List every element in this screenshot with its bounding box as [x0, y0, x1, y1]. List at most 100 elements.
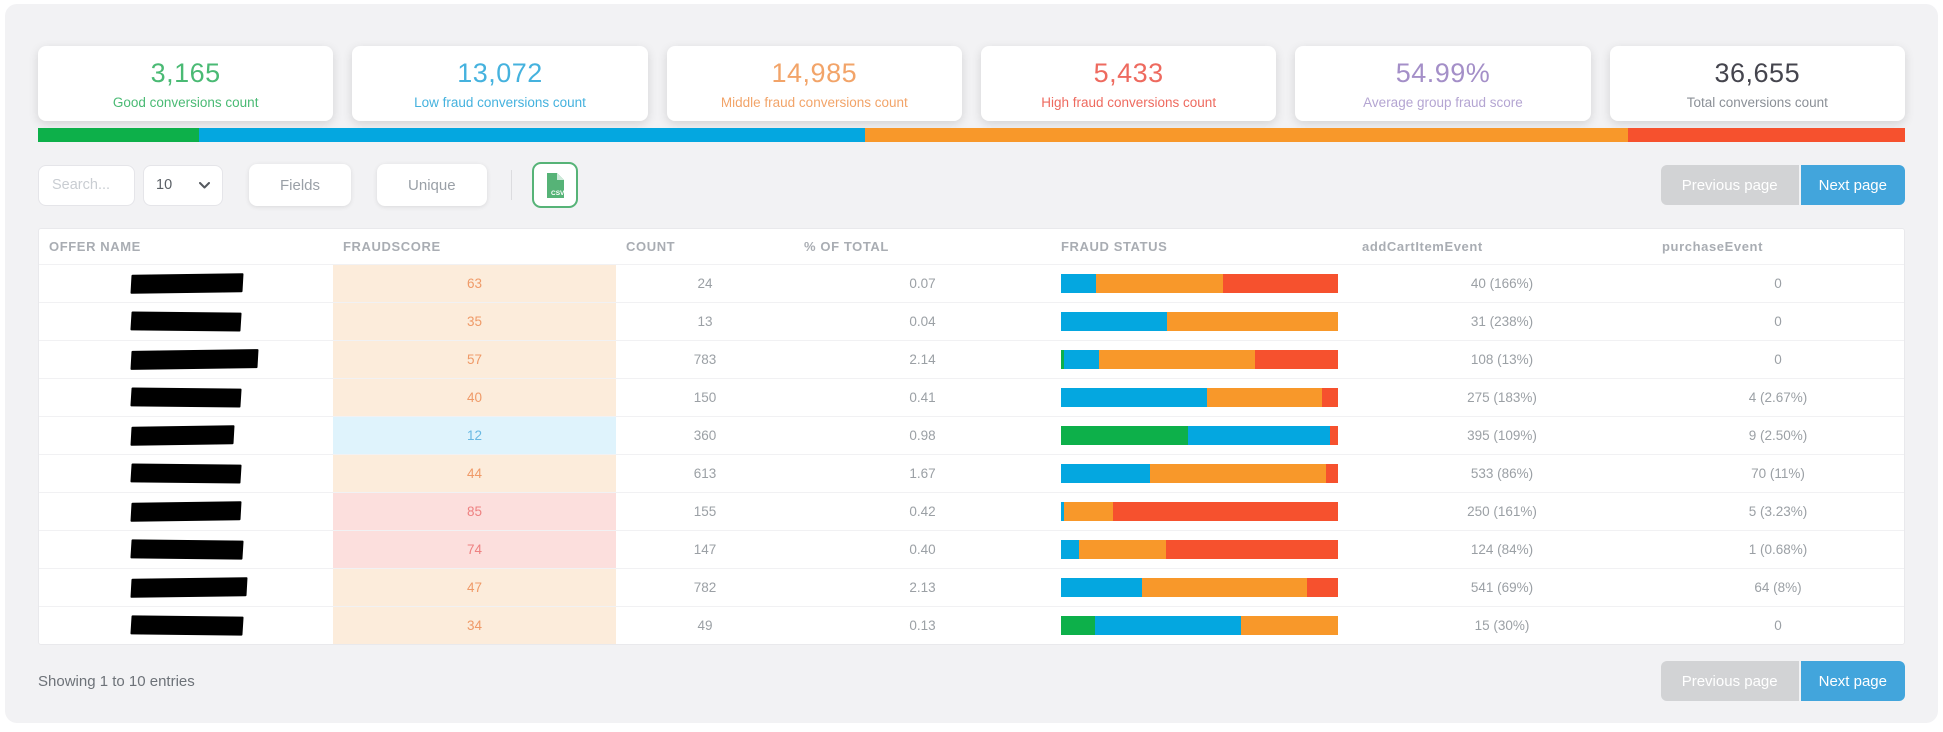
csv-file-icon: CSV — [543, 172, 566, 199]
fraud-status-cell — [1051, 530, 1352, 568]
offer-name-cell — [39, 530, 333, 568]
fraud-status-bar — [1061, 273, 1338, 293]
status-segment-blue — [1064, 349, 1099, 369]
table-header-row: OFFER NAME FRAUDSCORE COUNT % OF TOTAL FRAUD… — [39, 229, 1904, 264]
pct-of-total-cell: 2.14 — [909, 351, 936, 367]
status-segment-blue — [1061, 273, 1096, 293]
stat-card-label: Middle fraud conversions count — [720, 94, 908, 110]
fraud-status-bar — [1061, 425, 1338, 445]
fraud-status-bar — [1061, 349, 1338, 369]
status-segment-green — [1061, 615, 1096, 635]
stat-cards-row: 3,165 Good conversions count 13,072 Low … — [38, 4, 1905, 121]
count-cell: 360 — [693, 427, 717, 443]
count-cell: 613 — [693, 465, 717, 481]
purchase-event-cell: 0 — [1774, 617, 1782, 633]
unique-button[interactable]: Unique — [377, 164, 487, 206]
column-header-4[interactable]: % OF TOTAL — [804, 238, 889, 254]
fraud-status-cell — [1051, 606, 1352, 644]
next-page-button[interactable]: Next page — [1800, 165, 1905, 205]
table-footer: Showing 1 to 10 entries Previous page Ne… — [38, 661, 1905, 701]
pct-of-total-cell: 0.42 — [909, 503, 936, 519]
offer-name-redaction — [130, 462, 242, 484]
stat-card-label: High fraud conversions count — [1041, 94, 1217, 110]
pct-of-total-cell: 0.04 — [909, 313, 936, 329]
table-row[interactable]: 63 24 0.07 40 (166%) 0 — [39, 264, 1904, 302]
status-segment-blue — [1061, 311, 1168, 331]
fraud-status-cell — [1051, 568, 1352, 606]
purchase-event-cell: 0 — [1774, 351, 1782, 367]
purchase-event-cell: 0 — [1774, 275, 1782, 291]
fraudscore-cell: 85 — [333, 492, 616, 530]
status-segment-blue — [1061, 463, 1151, 483]
page-size-select[interactable]: 10 — [143, 164, 223, 206]
fraudscore-value: 57 — [466, 351, 483, 367]
toolbar-divider — [510, 170, 512, 200]
status-segment-orange — [1150, 463, 1327, 483]
csv-export-button[interactable]: CSV — [531, 162, 578, 208]
column-header-3[interactable]: COUNT — [626, 238, 676, 254]
fraudscore-value: 12 — [466, 427, 483, 443]
column-header-2[interactable]: FRAUDSCORE — [343, 238, 441, 254]
pct-of-total-cell: 0.07 — [909, 275, 936, 291]
offer-name-redaction — [130, 500, 242, 522]
table-row[interactable]: 74 147 0.40 124 (84%) 1 (0.68%) — [39, 530, 1904, 568]
addcart-event-cell: 275 (183%) — [1467, 389, 1537, 405]
fraudscore-value: 40 — [466, 389, 483, 405]
status-segment-red — [1329, 425, 1338, 445]
fraud-status-cell — [1051, 454, 1352, 492]
status-segment-blue — [1061, 539, 1079, 559]
table-row[interactable]: 34 49 0.13 15 (30%) 0 — [39, 606, 1904, 644]
table-row[interactable]: 57 783 2.14 108 (13%) 0 — [39, 340, 1904, 378]
column-header-6[interactable]: addCartItemEvent — [1362, 238, 1483, 254]
stat-card-label: Average group fraud score — [1363, 94, 1523, 110]
status-segment-orange — [1241, 615, 1338, 635]
column-header-1[interactable]: OFFER NAME — [49, 238, 141, 254]
previous-page-button[interactable]: Previous page — [1660, 661, 1799, 701]
purchase-event-cell: 4 (2.67%) — [1748, 389, 1808, 405]
purchase-event-cell: 64 (8%) — [1754, 579, 1802, 595]
dashboard-panel: 3,165 Good conversions count 13,072 Low … — [5, 4, 1938, 723]
status-segment-orange — [1206, 387, 1322, 407]
status-segment-red — [1306, 577, 1338, 597]
addcart-event-cell: 124 (84%) — [1470, 541, 1534, 557]
stat-card-value: 54.99% — [1395, 57, 1491, 88]
status-segment-blue — [1095, 615, 1242, 635]
status-segment-red — [1321, 387, 1338, 407]
offer-name-redaction — [130, 538, 244, 560]
offer-name-redaction — [130, 576, 248, 598]
fraudscore-cell: 57 — [333, 340, 616, 378]
status-segment-blue — [1061, 387, 1207, 407]
fraud-status-bar — [1061, 615, 1338, 635]
table-row[interactable]: 40 150 0.41 275 (183%) 4 (2.67%) — [39, 378, 1904, 416]
fraud-status-bar — [1061, 463, 1338, 483]
fraud-status-cell — [1051, 378, 1352, 416]
offer-name-cell — [39, 606, 333, 644]
fraudscore-cell: 44 — [333, 454, 616, 492]
column-header-5[interactable]: FRAUD STATUS — [1061, 238, 1168, 254]
distribution-segment-good — [38, 128, 200, 142]
search-input[interactable] — [38, 164, 135, 206]
offers-table: OFFER NAME FRAUDSCORE COUNT % OF TOTAL FRAUD… — [39, 229, 1904, 644]
status-segment-red — [1166, 539, 1338, 559]
table-row[interactable]: 12 360 0.98 395 (109%) 9 (2.50%) — [39, 416, 1904, 454]
fraudscore-value: 35 — [466, 313, 483, 329]
status-segment-blue — [1188, 425, 1330, 445]
next-page-button[interactable]: Next page — [1800, 661, 1905, 701]
table-toolbar: 10 Fields Unique CSV Previous page — [38, 162, 1905, 208]
fraud-status-cell — [1051, 340, 1352, 378]
table-row[interactable]: 85 155 0.42 250 (161%) 5 (3.23%) — [39, 492, 1904, 530]
column-header-7[interactable]: purchaseEvent — [1662, 238, 1764, 254]
table-row[interactable]: 35 13 0.04 31 (238%) 0 — [39, 302, 1904, 340]
table-row[interactable]: 44 613 1.67 533 (86%) 70 (11%) — [39, 454, 1904, 492]
fields-button[interactable]: Fields — [249, 164, 352, 206]
top-pagination: Previous page Next page — [1660, 165, 1905, 205]
fraudscore-value: 74 — [466, 541, 483, 557]
fraudscore-cell: 74 — [333, 530, 616, 568]
table-row[interactable]: 47 782 2.13 541 (69%) 64 (8%) — [39, 568, 1904, 606]
stat-card-value: 36,655 — [1714, 57, 1801, 88]
offer-name-redaction — [130, 386, 242, 408]
svg-text:CSV: CSV — [551, 190, 565, 197]
purchase-event-cell: 0 — [1774, 313, 1782, 329]
pct-of-total-cell: 0.40 — [909, 541, 936, 557]
previous-page-button[interactable]: Previous page — [1660, 165, 1799, 205]
